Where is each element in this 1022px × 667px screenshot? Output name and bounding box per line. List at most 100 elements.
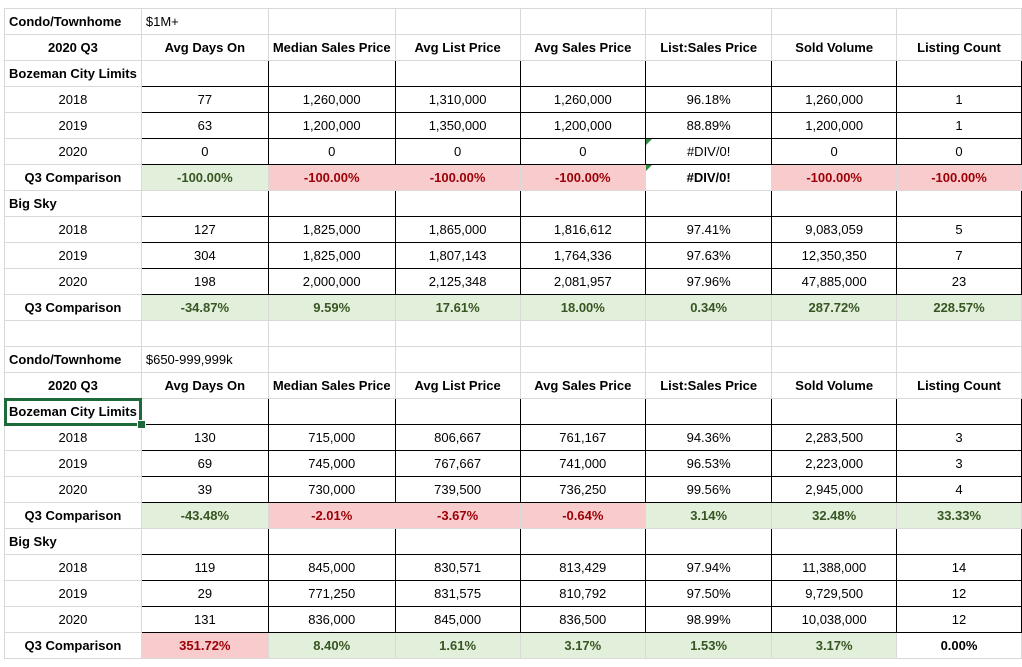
cell[interactable] (519, 398, 646, 425)
data-cell[interactable]: 99.56% (644, 476, 773, 503)
year-cell[interactable]: 2018 (4, 216, 142, 243)
data-cell[interactable]: 836,000 (267, 606, 396, 633)
data-cell[interactable]: 96.18% (644, 86, 773, 113)
data-cell[interactable]: 0 (140, 138, 269, 165)
data-cell[interactable]: 10,038,000 (771, 606, 898, 633)
data-cell[interactable]: 767,667 (394, 450, 521, 477)
data-cell[interactable]: 836,500 (519, 606, 646, 633)
cell[interactable] (394, 320, 521, 347)
data-cell[interactable]: 761,167 (519, 424, 646, 451)
header-listing-count[interactable]: Listing Count (896, 372, 1022, 399)
comparison-cell[interactable]: -2.01% (267, 502, 396, 529)
data-cell[interactable]: 736,250 (519, 476, 646, 503)
comparison-cell[interactable]: 3.14% (644, 502, 773, 529)
comparison-cell[interactable]: -100.00% (771, 164, 898, 191)
data-cell[interactable]: 845,000 (394, 606, 521, 633)
year-cell[interactable]: 2018 (4, 424, 142, 451)
data-cell[interactable]: 97.63% (644, 242, 773, 269)
comparison-cell[interactable]: 287.72% (771, 294, 898, 321)
cell[interactable] (771, 346, 898, 373)
comparison-label[interactable]: Q3 Comparison (4, 294, 142, 321)
year-cell[interactable]: 2020 (4, 606, 142, 633)
cell[interactable] (771, 190, 898, 217)
comparison-cell[interactable]: -100.00% (267, 164, 396, 191)
cell[interactable] (644, 346, 773, 373)
year-cell[interactable]: 2020 (4, 476, 142, 503)
data-cell[interactable]: 1,816,612 (519, 216, 646, 243)
comparison-cell[interactable]: 1.53% (644, 632, 773, 659)
data-cell[interactable]: 2,283,500 (771, 424, 898, 451)
cell[interactable] (644, 190, 773, 217)
comparison-cell[interactable]: 18.00% (519, 294, 646, 321)
data-cell[interactable]: 2,125,348 (394, 268, 521, 295)
data-cell[interactable]: 69 (140, 450, 269, 477)
cell[interactable] (644, 60, 773, 87)
header-median-sales-price[interactable]: Median Sales Price (267, 34, 396, 61)
cell[interactable] (519, 190, 646, 217)
data-cell[interactable]: 12 (896, 580, 1022, 607)
comparison-cell[interactable]: 1.61% (394, 632, 521, 659)
selected-cell[interactable]: Bozeman City Limits (3, 397, 146, 429)
data-cell[interactable]: 97.50% (644, 580, 773, 607)
data-cell[interactable]: 77 (140, 86, 269, 113)
cell[interactable] (896, 60, 1022, 87)
header-avg-days-on[interactable]: Avg Days On (140, 372, 269, 399)
comparison-cell[interactable]: 32.48% (771, 502, 898, 529)
cell[interactable] (267, 398, 396, 425)
comparison-cell[interactable]: 17.61% (394, 294, 521, 321)
header-sold-volume[interactable]: Sold Volume (771, 34, 898, 61)
cell[interactable] (394, 60, 521, 87)
data-cell[interactable]: 0 (519, 138, 646, 165)
data-cell[interactable]: 741,000 (519, 450, 646, 477)
data-cell[interactable]: 3 (896, 450, 1022, 477)
cell[interactable] (771, 398, 898, 425)
comparison-cell[interactable]: -100.00% (140, 164, 269, 191)
header-list-sales-price[interactable]: List:Sales Price (644, 372, 773, 399)
block2-type-label[interactable]: Condo/Townhome (4, 346, 142, 373)
data-cell[interactable]: 0 (896, 138, 1022, 165)
data-cell[interactable]: 130 (140, 424, 269, 451)
comparison-cell[interactable]: 33.33% (896, 502, 1022, 529)
block1-price-range[interactable]: $1M+ (140, 8, 269, 35)
data-cell[interactable]: 830,571 (394, 554, 521, 581)
cell[interactable] (644, 8, 773, 35)
data-cell[interactable]: 98.99% (644, 606, 773, 633)
cell[interactable] (519, 320, 646, 347)
data-cell[interactable]: 1,200,000 (519, 112, 646, 139)
data-cell[interactable]: 2,000,000 (267, 268, 396, 295)
comparison-cell[interactable]: 228.57% (896, 294, 1022, 321)
comparison-cell[interactable]: 3.17% (519, 632, 646, 659)
data-cell[interactable]: 131 (140, 606, 269, 633)
cell[interactable] (140, 60, 269, 87)
year-cell[interactable]: 2019 (4, 580, 142, 607)
cell[interactable] (4, 320, 142, 347)
data-cell[interactable]: 4 (896, 476, 1022, 503)
data-cell[interactable]: 1,865,000 (394, 216, 521, 243)
data-cell[interactable]: 63 (140, 112, 269, 139)
data-cell[interactable]: 715,000 (267, 424, 396, 451)
data-cell[interactable]: 771,250 (267, 580, 396, 607)
data-cell[interactable]: 12 (896, 606, 1022, 633)
cell[interactable] (644, 398, 773, 425)
cell[interactable] (896, 190, 1022, 217)
data-cell[interactable]: 1,825,000 (267, 216, 396, 243)
data-cell[interactable]: 39 (140, 476, 269, 503)
section-label[interactable]: Bozeman City Limits (4, 60, 142, 87)
cell[interactable] (519, 346, 646, 373)
cell[interactable] (267, 190, 396, 217)
cell[interactable] (267, 346, 396, 373)
comparison-cell[interactable]: -0.64% (519, 502, 646, 529)
data-cell[interactable]: 9,083,059 (771, 216, 898, 243)
header-avg-list-price[interactable]: Avg List Price (394, 372, 521, 399)
comparison-cell[interactable]: -100.00% (896, 164, 1022, 191)
data-cell[interactable]: 1,807,143 (394, 242, 521, 269)
cell[interactable] (771, 320, 898, 347)
data-cell[interactable]: 198 (140, 268, 269, 295)
data-cell[interactable]: 0 (267, 138, 396, 165)
data-cell[interactable]: 1,260,000 (519, 86, 646, 113)
comparison-cell[interactable]: 351.72% (140, 632, 269, 659)
year-cell[interactable]: 2018 (4, 554, 142, 581)
comparison-cell[interactable]: 9.59% (267, 294, 396, 321)
cell[interactable] (267, 8, 396, 35)
data-cell[interactable]: 1,825,000 (267, 242, 396, 269)
